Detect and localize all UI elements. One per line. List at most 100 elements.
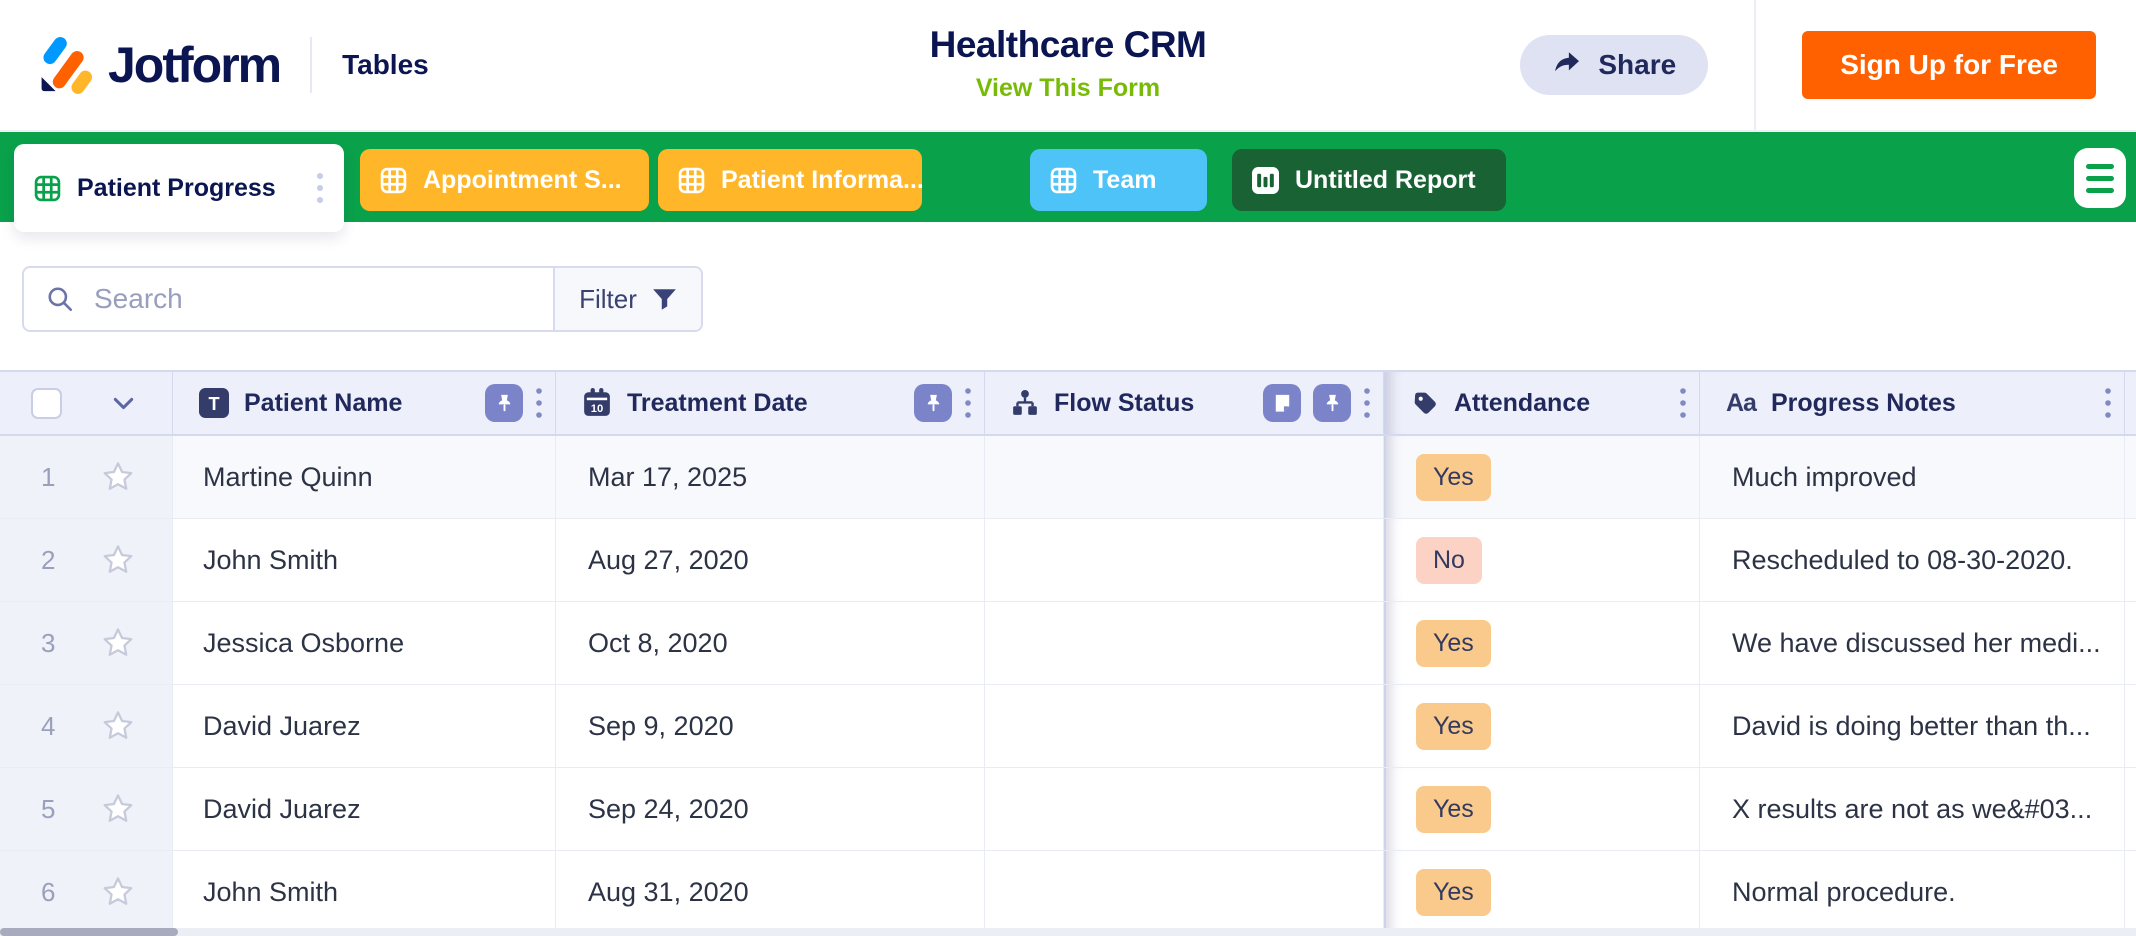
flow-status-cell[interactable] (985, 519, 1384, 601)
search-input[interactable] (92, 282, 553, 316)
column-menu-dots-icon[interactable] (535, 386, 543, 420)
attendance-cell[interactable]: Yes (1384, 602, 1700, 684)
table-row[interactable]: 6 John Smith Aug 31, 2020 Yes Normal (0, 851, 2136, 934)
table-row[interactable]: 3 Jessica Osborne Oct 8, 2020 Yes We (0, 602, 2136, 685)
signup-button[interactable]: Sign Up for Free (1802, 31, 2096, 99)
progress-notes-value: Much improved (1732, 461, 1917, 492)
row-selector-cell[interactable]: 4 (0, 685, 173, 767)
attendance-badge: Yes (1416, 868, 1491, 916)
tab-appointment-scheduling[interactable]: Appointment S... (360, 149, 649, 211)
patient-name-value: Martine Quinn (203, 461, 373, 492)
svg-text:10: 10 (591, 403, 604, 415)
star-icon[interactable] (101, 792, 135, 826)
tab-label: Team (1093, 165, 1157, 194)
table-row[interactable]: 5 David Juarez Sep 24, 2020 Yes X re (0, 768, 2136, 851)
column-header-treatment-date[interactable]: 10 Treatment Date (556, 372, 985, 434)
pin-icon[interactable] (914, 384, 952, 422)
filter-button[interactable]: Filter (553, 268, 701, 330)
tabs-hamburger-menu-button[interactable] (2074, 148, 2126, 208)
table-row[interactable]: 2 John Smith Aug 27, 2020 No Resched (0, 519, 2136, 602)
select-all-checkbox[interactable] (31, 387, 62, 419)
tab-team[interactable]: Team (1030, 149, 1207, 211)
patient-name-cell[interactable]: Jessica Osborne (173, 602, 556, 684)
table-grid-icon (34, 175, 61, 201)
row-selector-cell[interactable]: 6 (0, 851, 173, 933)
product-name: Tables (342, 49, 429, 80)
svg-text:T: T (208, 394, 219, 414)
treatment-date-cell[interactable]: Oct 8, 2020 (556, 602, 985, 684)
tab-menu-dots-icon[interactable] (316, 171, 324, 205)
row-selector-cell[interactable]: 1 (0, 436, 173, 518)
flow-status-cell[interactable] (985, 602, 1384, 684)
treatment-date-cell[interactable]: Sep 9, 2020 (556, 685, 985, 767)
horizontal-scrollbar[interactable] (0, 928, 2136, 936)
column-header-attendance[interactable]: Attendance (1384, 372, 1700, 434)
patient-name-cell[interactable]: David Juarez (173, 768, 556, 850)
brand[interactable]: Jotform Tables (36, 34, 429, 96)
calendar-icon: 10 (582, 388, 612, 418)
patient-name-cell[interactable]: Martine Quinn (173, 436, 556, 518)
star-icon[interactable] (101, 709, 135, 743)
progress-notes-cell[interactable]: Much improved (1700, 436, 2125, 518)
treatment-date-value: Oct 8, 2020 (588, 627, 728, 658)
progress-notes-cell[interactable]: Normal procedure. (1700, 851, 2125, 933)
treatment-date-cell[interactable]: Mar 17, 2025 (556, 436, 985, 518)
flow-status-cell[interactable] (985, 685, 1384, 767)
star-icon[interactable] (101, 875, 135, 909)
hamburger-bar (2086, 187, 2114, 193)
search-segment[interactable] (24, 268, 553, 330)
column-menu-dots-icon[interactable] (1679, 386, 1687, 420)
share-label: Share (1598, 49, 1677, 80)
column-menu-dots-icon[interactable] (964, 386, 972, 420)
pin-icon[interactable] (1313, 384, 1351, 422)
horizontal-scrollbar-thumb[interactable] (0, 928, 178, 936)
flow-status-cell[interactable] (985, 851, 1384, 933)
tab-patient-information[interactable]: Patient Informa... (658, 149, 922, 211)
patient-name-cell[interactable]: John Smith (173, 519, 556, 601)
flow-status-cell[interactable] (985, 436, 1384, 518)
tab-patient-progress[interactable]: Patient Progress (14, 144, 344, 232)
progress-notes-cell[interactable]: David is doing better than th... (1700, 685, 2125, 767)
patient-name-cell[interactable]: David Juarez (173, 685, 556, 767)
table-row[interactable]: 1 Martine Quinn Mar 17, 2025 Yes Muc (0, 436, 2136, 519)
column-label: Flow Status (1054, 388, 1195, 417)
share-arrow-icon (1555, 52, 1580, 72)
star-icon[interactable] (101, 543, 135, 577)
star-icon[interactable] (101, 460, 135, 494)
pin-icon[interactable] (485, 384, 523, 422)
row-selector-cell[interactable]: 3 (0, 602, 173, 684)
search-icon (48, 287, 73, 312)
treatment-date-cell[interactable]: Sep 24, 2020 (556, 768, 985, 850)
treatment-date-cell[interactable]: Aug 27, 2020 (556, 519, 985, 601)
share-button[interactable]: Share (1520, 35, 1709, 95)
note-icon[interactable] (1263, 384, 1301, 422)
row-selector-cell[interactable]: 2 (0, 519, 173, 601)
column-header-flow-status[interactable]: Flow Status (985, 372, 1384, 434)
flow-status-cell[interactable] (985, 768, 1384, 850)
attendance-cell[interactable]: Yes (1384, 851, 1700, 933)
progress-notes-cell[interactable]: Rescheduled to 08-30-2020. (1700, 519, 2125, 601)
table-grid-icon (678, 167, 705, 193)
progress-notes-cell[interactable]: We have discussed her medi... (1700, 602, 2125, 684)
row-selector-cell[interactable]: 5 (0, 768, 173, 850)
tab-untitled-report[interactable]: Untitled Report (1232, 149, 1506, 211)
stub-cell (2125, 768, 2136, 850)
column-menu-dots-icon[interactable] (1363, 386, 1371, 420)
attendance-cell[interactable]: Yes (1384, 685, 1700, 767)
patient-name-cell[interactable]: John Smith (173, 851, 556, 933)
column-header-patient-name[interactable]: T Patient Name (173, 372, 556, 434)
chevron-down-icon[interactable] (113, 397, 134, 410)
progress-notes-cell[interactable]: X results are not as we&#03... (1700, 768, 2125, 850)
column-menu-dots-icon[interactable] (2104, 386, 2112, 420)
jotform-wordmark[interactable]: Jotform (108, 37, 282, 93)
column-label: Treatment Date (627, 388, 808, 417)
view-this-form-link[interactable]: View This Form (975, 74, 1161, 102)
star-icon[interactable] (101, 626, 135, 660)
column-header-progress-notes[interactable]: Aa Progress Notes (1700, 372, 2125, 434)
treatment-date-cell[interactable]: Aug 31, 2020 (556, 851, 985, 933)
table-row[interactable]: 4 David Juarez Sep 9, 2020 Yes David (0, 685, 2136, 768)
attendance-cell[interactable]: Yes (1384, 768, 1700, 850)
attendance-cell[interactable]: No (1384, 519, 1700, 601)
attendance-cell[interactable]: Yes (1384, 436, 1700, 518)
